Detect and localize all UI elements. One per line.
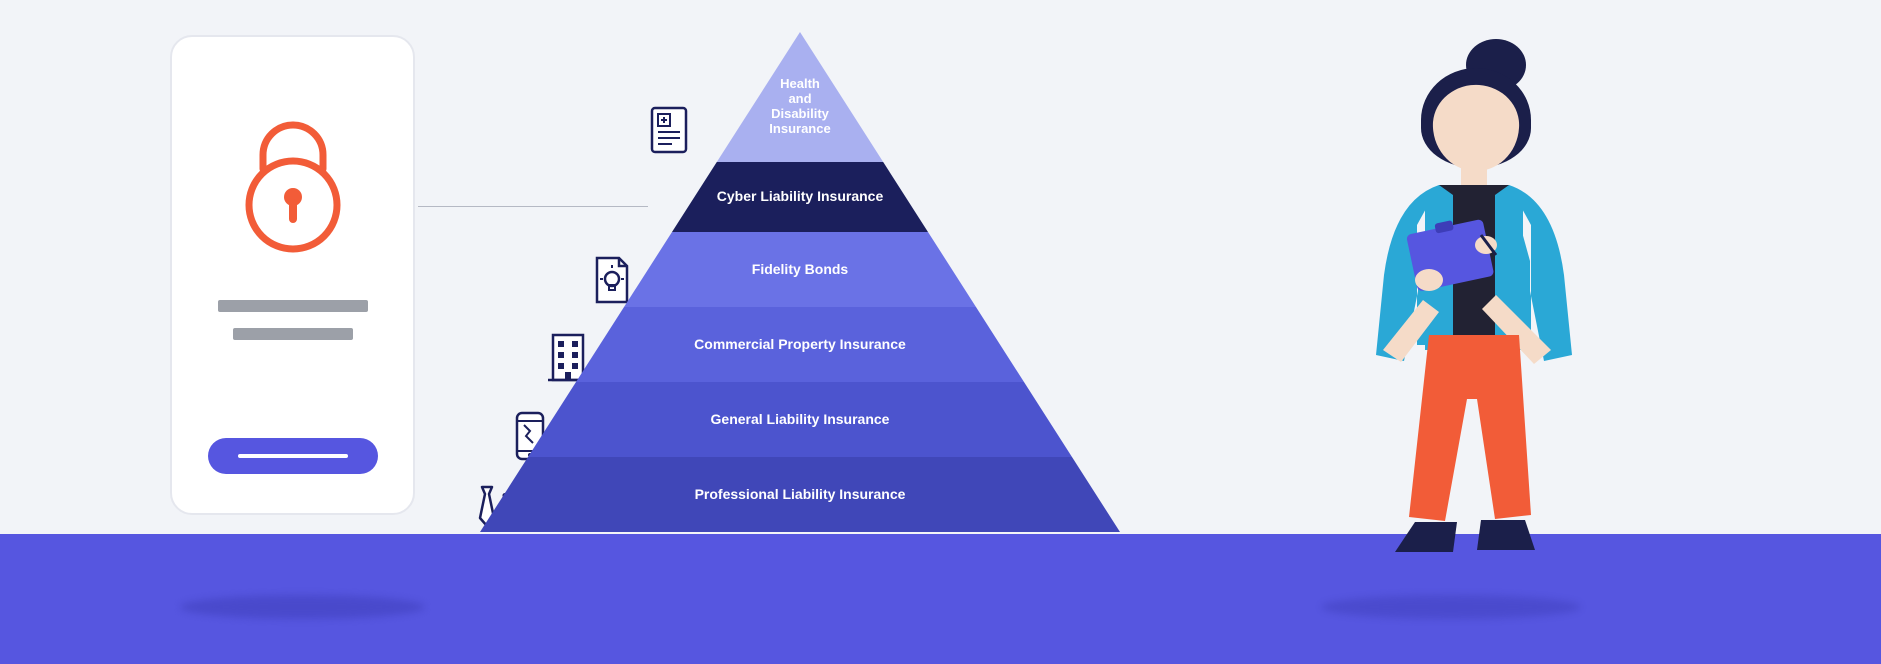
- insurance-pyramid: Health and Disability Insurance Cyber Li…: [480, 32, 1120, 532]
- phone-shadow: [180, 595, 425, 619]
- phone-text-line: [233, 328, 353, 340]
- pyramid-layer-label: Cyber Liability Insurance: [480, 188, 1120, 204]
- pyramid-labels: Health and Disability Insurance Cyber Li…: [480, 32, 1120, 532]
- phone-text-line: [218, 300, 368, 312]
- phone-button: [208, 438, 378, 474]
- lock-icon: [238, 117, 348, 257]
- pyramid-layer-label: Professional Liability Insurance: [480, 486, 1120, 502]
- pyramid-layer-label: Health and Disability Insurance: [480, 77, 1120, 137]
- pyramid-layer-label: Commercial Property Insurance: [480, 336, 1120, 352]
- pyramid-layer-label: Fidelity Bonds: [480, 261, 1120, 277]
- person-illustration: [1321, 30, 1581, 600]
- phone-mockup: [170, 35, 415, 515]
- pyramid-layer-label: General Liability Insurance: [480, 411, 1120, 427]
